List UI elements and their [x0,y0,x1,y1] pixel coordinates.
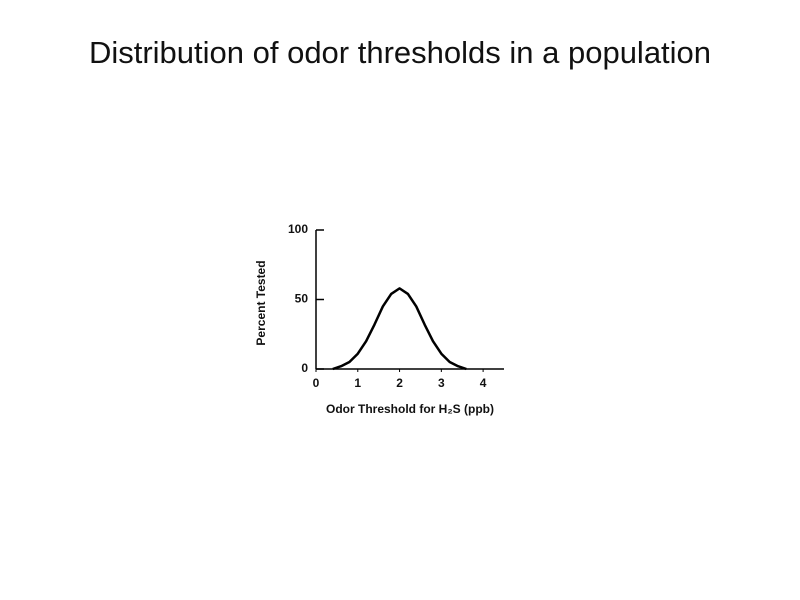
data-line [332,287,467,371]
x-tick-label: 2 [396,376,403,390]
x-tick-label: 0 [313,376,320,390]
chart-title: Distribution of odor thresholds in a pop… [88,35,712,70]
y-tick-label: 100 [288,222,308,236]
y-axis-label: Percent Tested [254,260,268,345]
x-axis-label: Odor Threshold for H₂S (ppb) [326,402,494,416]
x-tick-label: 3 [438,376,445,390]
x-tick-label: 4 [480,376,487,390]
y-tick-label: 50 [295,292,309,306]
y-tick-label: 0 [301,361,308,375]
x-tick-label: 1 [354,376,361,390]
